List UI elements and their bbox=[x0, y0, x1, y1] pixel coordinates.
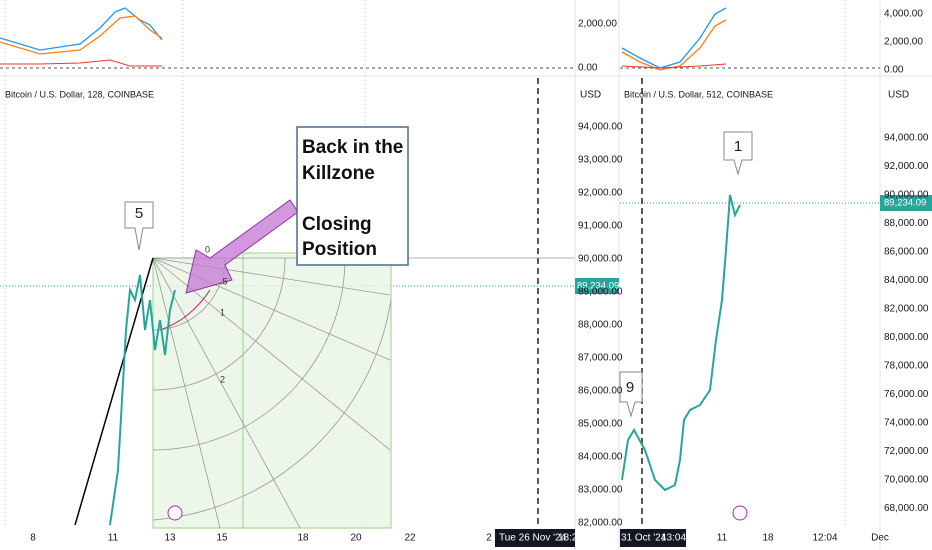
note-line: Killzone bbox=[302, 163, 375, 184]
indicator-line bbox=[0, 59, 162, 67]
time-label: 18 bbox=[297, 533, 309, 544]
time-tag bbox=[620, 529, 686, 547]
crosshair-date: Tue 26 Nov '24 bbox=[499, 533, 567, 544]
time-label: 22 bbox=[404, 533, 416, 544]
current-price: 89,234.09 bbox=[577, 281, 619, 292]
time-label: 11 bbox=[717, 533, 728, 544]
crosshair-date: 31 Oct '24 bbox=[621, 533, 667, 544]
axis-label: 92,000.00 bbox=[884, 161, 929, 172]
fib-label: 0 bbox=[205, 244, 210, 254]
axis-label: 0.00 bbox=[578, 63, 598, 74]
arrow bbox=[185, 199, 299, 294]
wave-label: 1 bbox=[734, 138, 742, 155]
axis-label: 68,000.00 bbox=[884, 503, 929, 514]
wave-label: 9 bbox=[626, 379, 634, 396]
fib-arc bbox=[159, 289, 211, 331]
time-label: 2 bbox=[486, 533, 492, 544]
price-path bbox=[621, 194, 741, 492]
indicator-line bbox=[0, 15, 163, 55]
time-label: 18 bbox=[762, 533, 774, 544]
fib-label: 1 bbox=[220, 307, 225, 317]
axis-label: 72,000.00 bbox=[884, 446, 929, 457]
axis-label: 74,000.00 bbox=[884, 418, 929, 429]
axis-label: 4,000.00 bbox=[884, 9, 923, 20]
crosshair-time: 13:04 bbox=[661, 533, 686, 544]
symbol-title: Bitcoin / U.S. Dollar, 128, COINBASE bbox=[5, 89, 154, 99]
indicator-line bbox=[0, 7, 163, 51]
fib-label: 2 bbox=[220, 374, 225, 384]
price-path bbox=[109, 274, 176, 526]
crosshair-time: 18:2 bbox=[558, 533, 578, 544]
axis-label: 88,000.00 bbox=[884, 218, 929, 229]
note-line: Closing bbox=[302, 214, 372, 235]
axis-label: 93,000.00 bbox=[578, 155, 623, 166]
wave-label: 5 bbox=[135, 205, 143, 222]
axis-label: 83,000.00 bbox=[578, 485, 623, 496]
indicator-line bbox=[621, 19, 727, 71]
axis-label: 80,000.00 bbox=[884, 332, 929, 343]
time-label: 12:04 bbox=[812, 533, 837, 544]
price-tag bbox=[880, 195, 932, 211]
event-icon[interactable] bbox=[732, 505, 748, 521]
axis-label: 89,000.00 bbox=[578, 287, 623, 298]
time-label: 15 bbox=[216, 533, 228, 544]
axis-label: 82,000.00 bbox=[884, 304, 929, 315]
note-line: Back in the bbox=[302, 137, 403, 158]
time-label: 13 bbox=[164, 533, 176, 544]
axis-label: 2,000.00 bbox=[578, 19, 617, 30]
axis-label: 88,000.00 bbox=[578, 320, 623, 331]
indicator-line bbox=[621, 7, 727, 69]
axis-label: 86,000.00 bbox=[578, 386, 623, 397]
axis-label: 92,000.00 bbox=[578, 188, 623, 199]
axis-label: 0.00 bbox=[884, 65, 904, 76]
time-tag bbox=[495, 529, 575, 547]
time-label: 20 bbox=[350, 533, 362, 544]
axis-label: 78,000.00 bbox=[884, 361, 929, 372]
fib-label: .5 bbox=[220, 276, 228, 286]
time-label: Dec bbox=[871, 533, 889, 544]
trend-line bbox=[74, 257, 154, 526]
axis-label: 87,000.00 bbox=[578, 353, 623, 364]
currency: USD bbox=[580, 90, 601, 101]
time-label: 8 bbox=[30, 533, 36, 544]
event-icon[interactable] bbox=[167, 505, 183, 521]
callout bbox=[723, 131, 753, 176]
axis-label: 85,000.00 bbox=[578, 419, 623, 430]
axis-label: 84,000.00 bbox=[578, 452, 623, 463]
axis-label: 82,000.00 bbox=[578, 518, 623, 529]
time-label: 11 bbox=[108, 533, 119, 544]
price-tag bbox=[575, 278, 619, 294]
axis-label: 90,000.00 bbox=[884, 190, 929, 201]
axis-label: 90,000.00 bbox=[578, 254, 623, 265]
fib-box bbox=[152, 252, 392, 529]
symbol-title: Bitcoin / U.S. Dollar, 512, COINBASE bbox=[624, 89, 773, 99]
axis-label: 94,000.00 bbox=[578, 122, 623, 133]
axis-label: 76,000.00 bbox=[884, 389, 929, 400]
callout bbox=[619, 371, 643, 418]
axis-label: 94,000.00 bbox=[884, 133, 929, 144]
note-line: Position bbox=[302, 239, 377, 260]
axis-label: 91,000.00 bbox=[578, 221, 623, 232]
note-box bbox=[296, 126, 409, 266]
axis-label: 84,000.00 bbox=[884, 275, 929, 286]
current-price: 89,234.09 bbox=[884, 198, 926, 209]
currency: USD bbox=[888, 90, 909, 101]
axis-label: 2,000.00 bbox=[884, 37, 923, 48]
callout bbox=[124, 201, 154, 251]
axis-label: 70,000.00 bbox=[884, 475, 929, 486]
axis-label: 86,000.00 bbox=[884, 247, 929, 258]
indicator-line bbox=[621, 63, 727, 69]
